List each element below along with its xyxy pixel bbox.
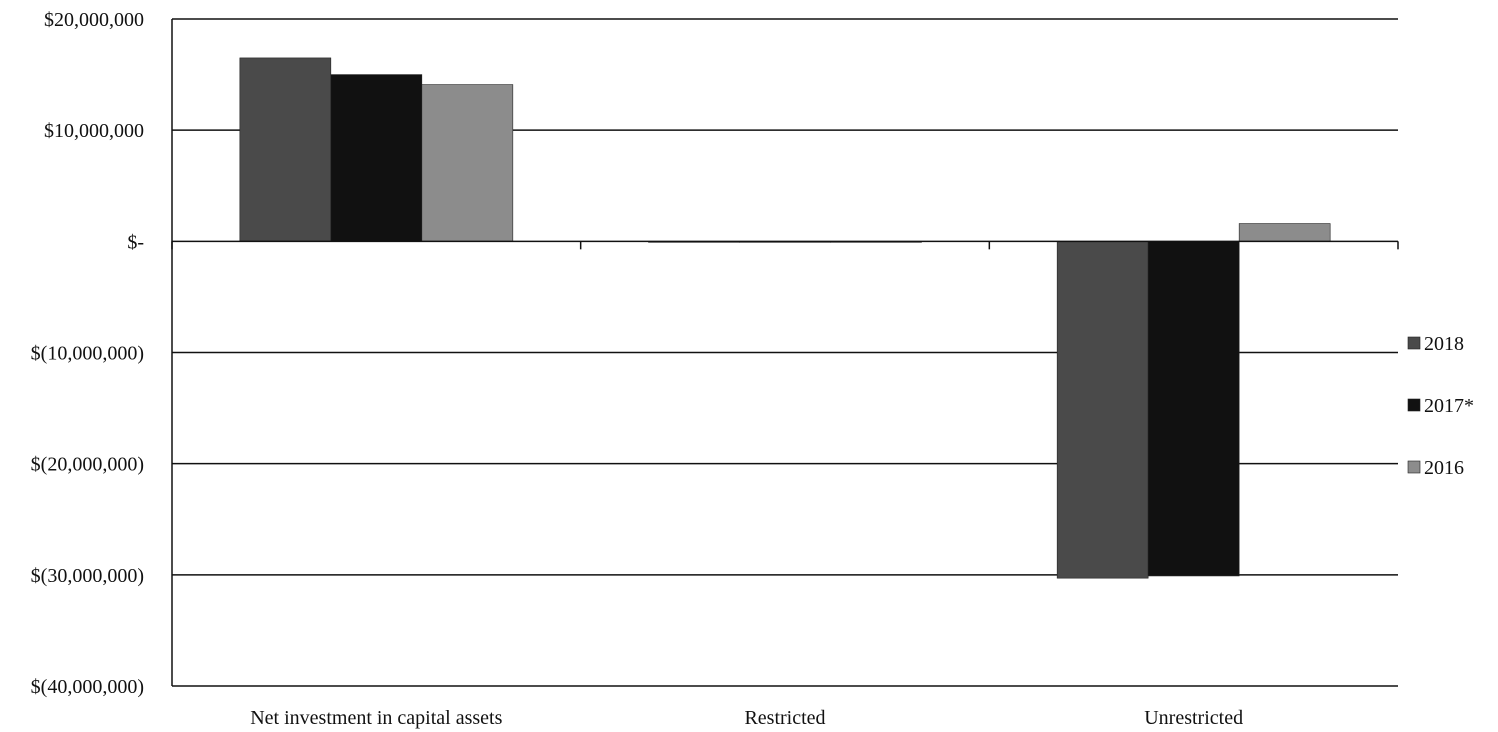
bar-2017-2 bbox=[1147, 241, 1240, 577]
legend: 2018 2017* 2016 bbox=[1407, 333, 1474, 479]
category-label: Restricted bbox=[744, 707, 825, 729]
category-label: Unrestricted bbox=[1144, 707, 1243, 729]
legend-label: 2017* bbox=[1424, 395, 1474, 417]
bar-2018-2 bbox=[1056, 241, 1149, 579]
bar-2018-0 bbox=[239, 57, 332, 242]
bar-2016-0 bbox=[421, 84, 514, 242]
legend-label: 2018 bbox=[1424, 333, 1464, 355]
bar-2017-0 bbox=[330, 74, 423, 242]
y-tick-label: $20,000,000 bbox=[44, 9, 144, 31]
y-tick-label: $(20,000,000) bbox=[31, 454, 144, 476]
y-tick-label: $(10,000,000) bbox=[31, 343, 144, 365]
category-label: Net investment in capital assets bbox=[250, 707, 502, 729]
bar-2016-2 bbox=[1238, 223, 1331, 242]
y-tick-label: $(30,000,000) bbox=[31, 565, 144, 587]
legend-swatch bbox=[1407, 336, 1421, 350]
bars bbox=[239, 57, 1331, 579]
y-tick-label: $(40,000,000) bbox=[31, 676, 144, 698]
y-axis-tick-labels: $20,000,000 $10,000,000 $- $(10,000,000) $(2… bbox=[31, 9, 144, 698]
category-labels: Net investment in capital assets Restrict… bbox=[250, 707, 1243, 729]
y-tick-label: $10,000,000 bbox=[44, 120, 144, 142]
zero-axis bbox=[171, 240, 1399, 250]
y-tick-label: $- bbox=[127, 231, 144, 253]
legend-swatch bbox=[1407, 398, 1421, 412]
legend-swatch bbox=[1407, 460, 1421, 474]
legend-label: 2016 bbox=[1424, 457, 1464, 479]
